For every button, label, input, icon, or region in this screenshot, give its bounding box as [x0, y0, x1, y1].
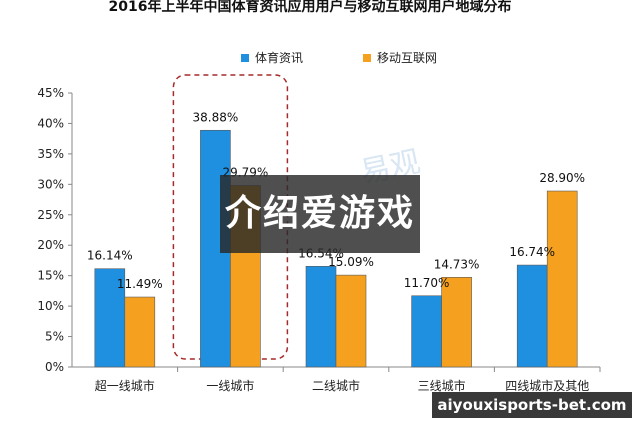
data-label-series-1: 16.74% — [509, 245, 555, 259]
y-tick-label: 5% — [45, 330, 64, 344]
overlay-banner: 介绍爱游戏 — [220, 175, 420, 253]
data-label-series-1: 38.88% — [193, 110, 239, 124]
data-label-series-2: 11.49% — [117, 277, 163, 291]
data-label-series-2: 15.09% — [328, 255, 374, 269]
bar-series-2 — [441, 277, 472, 368]
bar-series-1 — [94, 268, 126, 368]
bar-series-1 — [411, 295, 442, 368]
y-tick-label: 30% — [37, 177, 64, 191]
bar-series-1 — [516, 264, 548, 368]
y-tick-label: 10% — [37, 299, 64, 313]
legend-swatch-series-2 — [363, 54, 371, 62]
data-label-series-2: 14.73% — [434, 257, 480, 271]
legend-label-series-1: 体育资讯 — [255, 50, 303, 65]
y-tick-label: 40% — [37, 116, 64, 130]
data-label-series-2: 28.90% — [539, 171, 585, 185]
x-tick-label: 二线城市 — [312, 378, 360, 393]
data-label-series-1: 16.14% — [87, 249, 133, 263]
x-tick-label: 一线城市 — [206, 378, 254, 393]
legend-label-series-2: 移动互联网 — [377, 51, 437, 65]
site-url-label: aiyouxisports-bet.com — [432, 392, 632, 418]
x-tick-label: 四线城市及其他 — [505, 378, 589, 393]
bar-series-2 — [335, 274, 367, 368]
bars — [94, 129, 578, 368]
bar-series-1 — [305, 265, 337, 368]
y-tick-label: 15% — [37, 269, 64, 283]
x-tick-label: 超一线城市 — [95, 378, 155, 393]
y-tick-label: 45% — [37, 86, 64, 100]
bar-series-2 — [546, 190, 578, 368]
bar-series-2 — [124, 296, 156, 368]
data-label-series-1: 11.70% — [404, 276, 450, 290]
legend: 体育资讯 移动互联网 — [241, 50, 437, 65]
chart-title: 2016年上半年中国体育资讯应用用户与移动互联网用户地域分布 — [109, 0, 512, 15]
legend-swatch-series-1 — [241, 54, 249, 62]
y-tick-label: 25% — [37, 208, 64, 222]
data-labels: 16.14%38.88%16.54%11.70%16.74%11.49%29.7… — [87, 110, 585, 291]
x-axis: 超一线城市 一线城市 二线城市 三线城市 四线城市及其他 — [72, 366, 601, 393]
y-tick-label: 0% — [45, 360, 64, 374]
y-tick-label: 35% — [37, 147, 64, 161]
y-axis: 0% 5% 10% 15% 20% 25% 30% 35% 40% 45% — [37, 86, 73, 374]
y-tick-label: 20% — [37, 238, 64, 252]
x-tick-label: 三线城市 — [418, 378, 466, 393]
